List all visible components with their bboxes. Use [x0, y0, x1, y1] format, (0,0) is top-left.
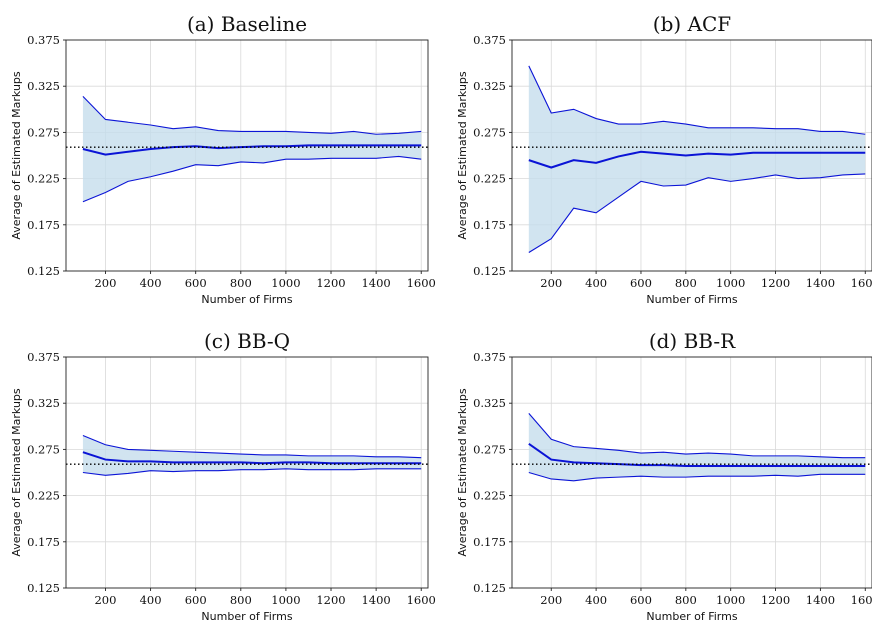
x-tick-label: 1600	[407, 276, 436, 290]
y-tick-label: 0.275	[473, 125, 506, 139]
x-axis-label: Number of Firms	[201, 610, 292, 623]
panel-title: (a) Baseline	[187, 12, 307, 36]
y-tick-label: 0.275	[27, 125, 60, 139]
y-tick-label: 0.125	[473, 581, 506, 595]
y-tick-label: 0.325	[27, 396, 60, 410]
plot-frame	[65, 356, 429, 589]
x-tick-label: 600	[630, 593, 652, 607]
x-tick-label: 800	[230, 276, 252, 290]
mean-estimate-line	[528, 443, 866, 468]
x-tick-label: 400	[140, 276, 162, 290]
y-tick-label: 0.325	[27, 79, 60, 93]
lower-bound-line	[528, 471, 866, 482]
x-axis-label: Number of Firms	[646, 293, 737, 306]
x-tick-label: 400	[585, 593, 607, 607]
y-tick-label: 0.225	[473, 489, 506, 503]
x-tick-label: 200	[94, 593, 116, 607]
panel-acf: (b) ACF 200 400 600 800 1000 1200 1400 1600 0.125…	[456, 12, 872, 306]
upper-bound-line	[82, 435, 422, 459]
y-tick-label: 0.225	[473, 172, 506, 186]
panel-title: (d) BB-R	[649, 329, 736, 353]
x-tick-label: 200	[94, 276, 116, 290]
y-tick-label: 0.125	[473, 264, 506, 278]
confidence-band	[82, 96, 422, 202]
y-axis-label: Average of Estimated Markups	[10, 388, 23, 557]
y-tick-label: 0.225	[27, 489, 60, 503]
x-tick-label: 1400	[361, 276, 390, 290]
x-tick-label: 400	[140, 593, 162, 607]
x-tick-label: 200	[540, 276, 562, 290]
x-tick-label: 1000	[271, 593, 300, 607]
x-tick-label: 1200	[316, 276, 345, 290]
y-tick-label: 0.125	[27, 581, 60, 595]
x-tick-label: 600	[630, 276, 652, 290]
y-tick-label: 0.175	[473, 535, 506, 549]
x-tick-label: 400	[585, 276, 607, 290]
y-axis-label: Average of Estimated Markups	[456, 71, 469, 240]
mean-estimate-line	[82, 451, 422, 465]
upper-bound-line	[528, 65, 866, 135]
panel-baseline: (a) Baseline 200 400 600 800 1000 1200 1400 1600…	[10, 12, 436, 306]
x-tick-label: 1400	[361, 593, 390, 607]
x-axis-label: Number of Firms	[201, 293, 292, 306]
x-tick-label: 1000	[716, 593, 745, 607]
upper-bound-line	[82, 95, 422, 135]
lower-bound-line	[82, 468, 422, 476]
x-tick-label: 800	[675, 276, 697, 290]
y-tick-label: 0.175	[473, 218, 506, 232]
plot-frame	[511, 39, 872, 272]
confidence-band	[82, 435, 422, 476]
y-tick-label: 0.375	[27, 350, 60, 364]
y-tick-label: 0.325	[473, 396, 506, 410]
lower-bound-line	[528, 173, 866, 253]
y-tick-label: 0.325	[473, 79, 506, 93]
x-tick-label: 1000	[271, 276, 300, 290]
plot-frame	[65, 39, 429, 272]
x-tick-label: 1200	[316, 593, 345, 607]
x-tick-label: 1400	[806, 593, 835, 607]
y-axis-label: Average of Estimated Markups	[456, 388, 469, 557]
x-axis-label: Number of Firms	[646, 610, 737, 623]
plot-frame	[511, 356, 872, 589]
y-tick-label: 0.375	[473, 33, 506, 47]
panel-bb-q: (c) BB-Q 200 400 600 800 1000 1200 1400 1600 0.12…	[10, 329, 436, 623]
x-tick-label: 1600	[407, 593, 436, 607]
panel-bb-r: (d) BB-R 200 400 600 800 1000 1200 1400 1600 0.12…	[456, 329, 872, 623]
x-tick-label: 1200	[761, 593, 790, 607]
x-tick-label: 1200	[761, 276, 790, 290]
y-axis-label: Average of Estimated Markups	[10, 71, 23, 240]
x-tick-label: 1000	[716, 276, 745, 290]
y-tick-label: 0.175	[27, 218, 60, 232]
upper-bound-line	[528, 412, 866, 459]
y-tick-label: 0.275	[27, 442, 60, 456]
panel-title: (b) ACF	[653, 12, 732, 36]
y-tick-label: 0.375	[27, 33, 60, 47]
x-tick-label: 1600	[851, 276, 872, 290]
y-tick-label: 0.375	[473, 350, 506, 364]
x-tick-label: 600	[185, 593, 207, 607]
x-tick-label: 600	[185, 276, 207, 290]
y-tick-label: 0.225	[27, 172, 60, 186]
x-tick-label: 200	[540, 593, 562, 607]
lower-bound-line	[82, 155, 422, 203]
y-tick-label: 0.125	[27, 264, 60, 278]
x-tick-label: 1400	[806, 276, 835, 290]
confidence-band	[528, 65, 866, 253]
x-tick-label: 800	[230, 593, 252, 607]
panel-title: (c) BB-Q	[204, 329, 290, 353]
y-tick-label: 0.275	[473, 442, 506, 456]
mean-estimate-line	[528, 150, 866, 169]
y-tick-label: 0.175	[27, 535, 60, 549]
x-tick-label: 1600	[851, 593, 872, 607]
mean-estimate-line	[82, 144, 422, 156]
x-tick-label: 800	[675, 593, 697, 607]
